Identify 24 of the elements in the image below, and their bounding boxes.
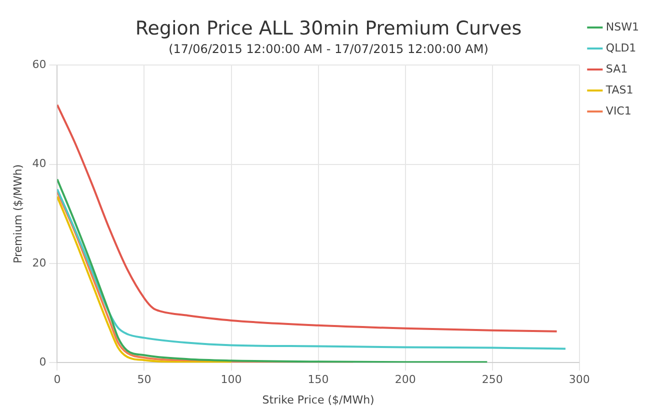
y-tick-label: 0 (39, 355, 46, 368)
y-tick-label: 20 (32, 256, 46, 270)
line-series (57, 178, 488, 363)
legend-label: QLD1 (606, 41, 636, 54)
y-axis-title: Premium ($/MWh) (11, 164, 24, 264)
line-series (57, 196, 232, 363)
y-tick-label: 60 (32, 58, 46, 72)
legend-label: VIC1 (606, 104, 632, 118)
legend-label: TAS1 (604, 83, 634, 96)
x-tick-label: 300 (568, 373, 590, 386)
legend-label: SA1 (606, 62, 628, 76)
x-tick-label: 100 (220, 373, 242, 386)
line-series (57, 104, 558, 332)
line-series (57, 188, 566, 350)
chart-title: Region Price ALL 30min Premium Curves (135, 17, 522, 40)
legend-label: NSW1 (606, 20, 640, 34)
x-tick-label: 250 (482, 373, 503, 386)
x-tick-label: 150 (308, 373, 329, 386)
x-axis-title: Strike Price ($/MWh) (262, 393, 374, 406)
y-tick-label: 40 (32, 157, 46, 170)
x-tick-label: 0 (54, 373, 61, 386)
chart-subtitle: (17/06/2015 12:00:00 AM - 17/07/2015 12:00:00 AM) (168, 42, 488, 56)
x-tick-label: 200 (394, 373, 416, 386)
x-tick-label: 50 (137, 373, 152, 386)
